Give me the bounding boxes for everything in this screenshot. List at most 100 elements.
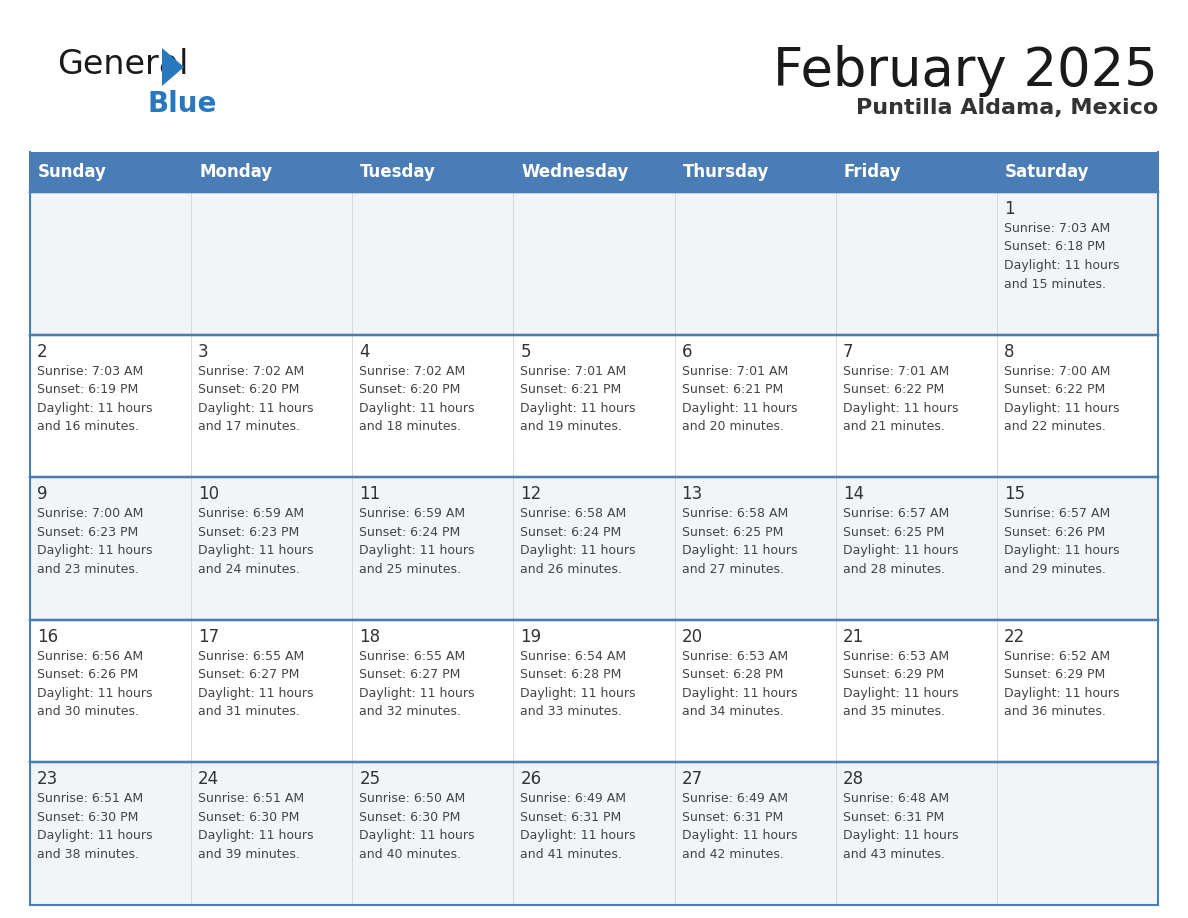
Text: Sunset: 6:25 PM: Sunset: 6:25 PM [842, 526, 944, 539]
Bar [513, 620, 675, 763]
Text: 27: 27 [682, 770, 702, 789]
Bar [30, 152, 1158, 192]
Text: and 18 minutes.: and 18 minutes. [359, 420, 461, 433]
Text: Sunrise: 6:56 AM: Sunrise: 6:56 AM [37, 650, 143, 663]
Text: Sunset: 6:31 PM: Sunset: 6:31 PM [520, 811, 621, 823]
Text: and 26 minutes.: and 26 minutes. [520, 563, 623, 576]
Text: Sunset: 6:23 PM: Sunset: 6:23 PM [37, 526, 138, 539]
Text: 21: 21 [842, 628, 864, 645]
Text: and 36 minutes.: and 36 minutes. [1004, 705, 1106, 718]
Text: Sunset: 6:19 PM: Sunset: 6:19 PM [37, 383, 138, 396]
Text: Sunrise: 6:57 AM: Sunrise: 6:57 AM [842, 508, 949, 521]
Text: 11: 11 [359, 486, 380, 503]
Text: 16: 16 [37, 628, 58, 645]
Text: Daylight: 11 hours: Daylight: 11 hours [198, 829, 314, 843]
Text: Sunrise: 7:00 AM: Sunrise: 7:00 AM [37, 508, 144, 521]
Bar [675, 620, 835, 763]
Text: 25: 25 [359, 770, 380, 789]
Text: Daylight: 11 hours: Daylight: 11 hours [520, 829, 636, 843]
Bar [30, 334, 191, 477]
Text: Puntilla Aldama, Mexico: Puntilla Aldama, Mexico [855, 98, 1158, 118]
Text: 18: 18 [359, 628, 380, 645]
Text: Thursday: Thursday [683, 163, 769, 181]
Text: and 19 minutes.: and 19 minutes. [520, 420, 623, 433]
Text: Sunset: 6:24 PM: Sunset: 6:24 PM [520, 526, 621, 539]
Text: 10: 10 [198, 486, 220, 503]
Text: Sunrise: 6:53 AM: Sunrise: 6:53 AM [682, 650, 788, 663]
Bar [997, 620, 1158, 763]
Text: Sunset: 6:22 PM: Sunset: 6:22 PM [1004, 383, 1105, 396]
Bar [997, 477, 1158, 620]
Bar [191, 192, 353, 334]
Text: Sunrise: 7:00 AM: Sunrise: 7:00 AM [1004, 364, 1111, 377]
Text: and 21 minutes.: and 21 minutes. [842, 420, 944, 433]
Bar [835, 620, 997, 763]
Text: Daylight: 11 hours: Daylight: 11 hours [520, 687, 636, 700]
Bar [675, 192, 835, 334]
Text: Daylight: 11 hours: Daylight: 11 hours [198, 544, 314, 557]
Text: Sunrise: 6:51 AM: Sunrise: 6:51 AM [198, 792, 304, 805]
Text: Daylight: 11 hours: Daylight: 11 hours [842, 829, 959, 843]
Text: Sunset: 6:25 PM: Sunset: 6:25 PM [682, 526, 783, 539]
Text: Daylight: 11 hours: Daylight: 11 hours [359, 687, 475, 700]
Bar [513, 477, 675, 620]
Text: Daylight: 11 hours: Daylight: 11 hours [682, 829, 797, 843]
Text: 13: 13 [682, 486, 703, 503]
Text: Sunrise: 6:49 AM: Sunrise: 6:49 AM [682, 792, 788, 805]
Text: Daylight: 11 hours: Daylight: 11 hours [842, 687, 959, 700]
Text: Daylight: 11 hours: Daylight: 11 hours [682, 687, 797, 700]
Text: Sunrise: 6:55 AM: Sunrise: 6:55 AM [198, 650, 304, 663]
Bar [30, 192, 191, 334]
Text: and 32 minutes.: and 32 minutes. [359, 705, 461, 718]
Text: Sunset: 6:30 PM: Sunset: 6:30 PM [37, 811, 138, 823]
Text: Sunrise: 6:52 AM: Sunrise: 6:52 AM [1004, 650, 1110, 663]
Text: Sunrise: 7:02 AM: Sunrise: 7:02 AM [198, 364, 304, 377]
Text: 6: 6 [682, 342, 693, 361]
Text: Daylight: 11 hours: Daylight: 11 hours [842, 401, 959, 415]
Text: Saturday: Saturday [1005, 163, 1089, 181]
Text: Sunset: 6:31 PM: Sunset: 6:31 PM [842, 811, 944, 823]
Text: 14: 14 [842, 486, 864, 503]
Text: 9: 9 [37, 486, 48, 503]
Text: and 22 minutes.: and 22 minutes. [1004, 420, 1106, 433]
Text: 3: 3 [198, 342, 209, 361]
Text: and 38 minutes.: and 38 minutes. [37, 848, 139, 861]
Text: Wednesday: Wednesday [522, 163, 628, 181]
Text: Sunset: 6:20 PM: Sunset: 6:20 PM [359, 383, 461, 396]
Text: 17: 17 [198, 628, 220, 645]
Text: and 24 minutes.: and 24 minutes. [198, 563, 301, 576]
Text: and 28 minutes.: and 28 minutes. [842, 563, 944, 576]
Text: Sunrise: 6:59 AM: Sunrise: 6:59 AM [359, 508, 466, 521]
Text: Daylight: 11 hours: Daylight: 11 hours [37, 401, 152, 415]
Text: Sunset: 6:31 PM: Sunset: 6:31 PM [682, 811, 783, 823]
Bar [835, 192, 997, 334]
Text: and 27 minutes.: and 27 minutes. [682, 563, 784, 576]
Text: 1: 1 [1004, 200, 1015, 218]
Text: 8: 8 [1004, 342, 1015, 361]
Text: Daylight: 11 hours: Daylight: 11 hours [37, 829, 152, 843]
Bar [835, 763, 997, 905]
Bar [353, 477, 513, 620]
Text: Daylight: 11 hours: Daylight: 11 hours [37, 544, 152, 557]
Text: February 2025: February 2025 [773, 45, 1158, 97]
Bar [997, 334, 1158, 477]
Text: and 33 minutes.: and 33 minutes. [520, 705, 623, 718]
Text: Sunrise: 6:51 AM: Sunrise: 6:51 AM [37, 792, 143, 805]
Text: Sunset: 6:27 PM: Sunset: 6:27 PM [359, 668, 461, 681]
Text: Sunrise: 7:03 AM: Sunrise: 7:03 AM [37, 364, 144, 377]
Text: 22: 22 [1004, 628, 1025, 645]
Text: and 20 minutes.: and 20 minutes. [682, 420, 784, 433]
Text: 12: 12 [520, 486, 542, 503]
Bar [30, 763, 191, 905]
Text: and 40 minutes.: and 40 minutes. [359, 848, 461, 861]
Text: Sunrise: 7:02 AM: Sunrise: 7:02 AM [359, 364, 466, 377]
Text: 24: 24 [198, 770, 220, 789]
Bar [353, 192, 513, 334]
Text: Daylight: 11 hours: Daylight: 11 hours [1004, 401, 1119, 415]
Text: 26: 26 [520, 770, 542, 789]
Text: Daylight: 11 hours: Daylight: 11 hours [682, 544, 797, 557]
Text: and 34 minutes.: and 34 minutes. [682, 705, 783, 718]
Text: and 23 minutes.: and 23 minutes. [37, 563, 139, 576]
Text: Sunset: 6:26 PM: Sunset: 6:26 PM [37, 668, 138, 681]
Text: Sunset: 6:26 PM: Sunset: 6:26 PM [1004, 526, 1105, 539]
